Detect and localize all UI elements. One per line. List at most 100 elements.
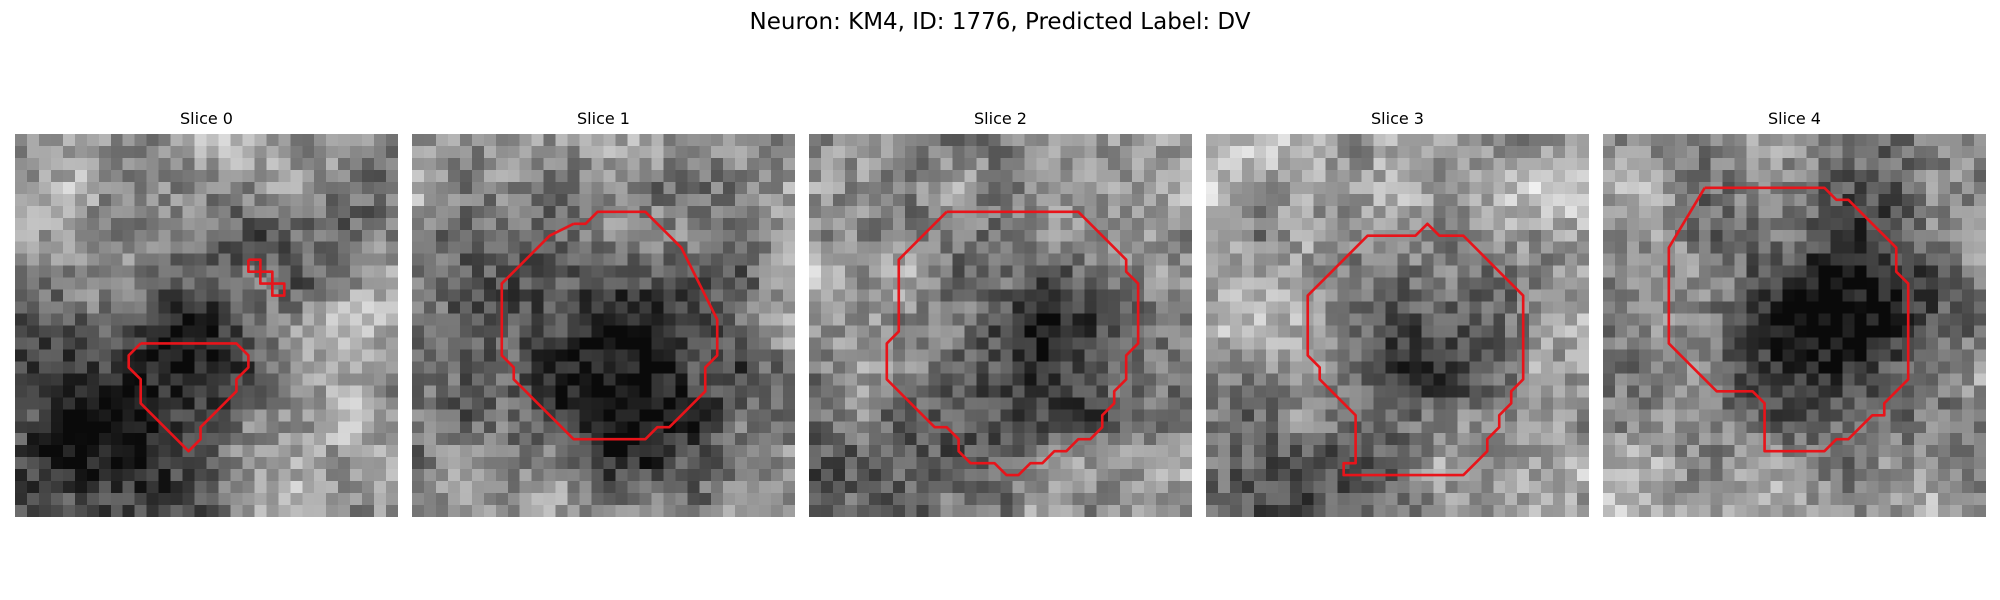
pixel <box>338 325 351 338</box>
pixel <box>1878 373 1891 386</box>
pixel <box>412 457 425 470</box>
pixel <box>1938 433 1951 446</box>
pixel <box>579 469 592 482</box>
pixel <box>1962 134 1975 147</box>
pixel <box>122 253 135 266</box>
pixel <box>1698 397 1711 410</box>
pixel <box>158 241 171 254</box>
pixel <box>651 229 664 242</box>
pixel <box>699 469 712 482</box>
pixel <box>928 445 941 458</box>
pixel <box>1553 373 1566 386</box>
pixel <box>1818 229 1831 242</box>
pixel <box>1710 301 1723 314</box>
pixel <box>1072 481 1085 494</box>
pixel <box>278 445 291 458</box>
pixel <box>350 349 363 362</box>
pixel <box>1241 493 1255 506</box>
pixel <box>1060 361 1073 374</box>
pixel <box>1168 253 1181 266</box>
pixel <box>1686 169 1699 183</box>
pixel <box>579 169 592 183</box>
pixel <box>1541 493 1554 506</box>
pixel <box>916 349 929 362</box>
pixel <box>868 445 882 458</box>
pixel <box>1722 325 1735 338</box>
pixel <box>1084 469 1097 482</box>
pixel <box>1553 493 1566 506</box>
pixel <box>1469 505 1482 517</box>
pixel <box>1421 229 1434 242</box>
pixel <box>531 361 544 374</box>
pixel <box>412 433 425 446</box>
pixel <box>1565 289 1578 302</box>
pixel <box>928 169 941 183</box>
pixel <box>1301 181 1314 195</box>
pixel <box>1012 361 1025 374</box>
pixel <box>110 193 123 207</box>
pixel <box>1217 469 1231 482</box>
pixel <box>579 313 592 326</box>
pixel <box>1529 325 1542 338</box>
pixel <box>1385 265 1398 278</box>
pixel <box>374 289 387 302</box>
pixel <box>809 145 822 159</box>
pixel <box>1012 325 1025 338</box>
pixel <box>699 265 712 278</box>
pixel <box>880 433 894 446</box>
pixel <box>771 301 784 314</box>
pixel <box>639 157 652 171</box>
pixel <box>1469 349 1482 362</box>
pixel <box>1024 241 1037 254</box>
pixel <box>254 457 267 470</box>
pixel <box>218 469 231 482</box>
pixel <box>1397 277 1410 290</box>
pixel <box>146 481 159 494</box>
segmentation-contour <box>127 342 250 453</box>
pixel <box>809 169 822 183</box>
pixel <box>1758 289 1771 302</box>
pixel <box>182 409 195 422</box>
pixel <box>218 193 231 207</box>
pixel <box>1229 313 1243 326</box>
pixel <box>1830 325 1843 338</box>
pixel <box>711 433 724 446</box>
pixel <box>651 325 664 338</box>
pixel <box>74 385 88 398</box>
pixel <box>435 349 449 362</box>
pixel <box>338 409 351 422</box>
pixel <box>1217 325 1231 338</box>
pixel <box>1662 361 1676 374</box>
pixel <box>266 445 279 458</box>
pixel <box>1782 361 1795 374</box>
pixel <box>603 385 616 398</box>
pixel <box>386 337 398 350</box>
pixel <box>1206 205 1219 219</box>
pixel <box>1710 193 1723 207</box>
pixel <box>1253 481 1267 494</box>
pixel <box>711 469 724 482</box>
pixel <box>278 205 291 219</box>
pixel <box>1313 289 1326 302</box>
pixel <box>1481 169 1494 183</box>
pixel <box>1241 385 1255 398</box>
pixel <box>1541 217 1554 230</box>
pixel <box>1686 229 1699 242</box>
pixel <box>230 241 243 254</box>
pixel <box>988 421 1001 434</box>
pixel <box>1938 277 1951 290</box>
pixel <box>1421 325 1434 338</box>
pixel <box>1722 229 1735 242</box>
pixel <box>206 301 219 314</box>
pixel <box>302 157 315 171</box>
pixel <box>856 349 870 362</box>
pixel <box>663 205 676 219</box>
pixel <box>543 493 556 506</box>
pixel <box>1385 169 1398 183</box>
pixel <box>290 181 303 195</box>
pixel <box>266 301 279 314</box>
pixel <box>856 301 870 314</box>
pixel <box>940 301 953 314</box>
pixel <box>290 253 303 266</box>
pixel <box>1505 301 1518 314</box>
